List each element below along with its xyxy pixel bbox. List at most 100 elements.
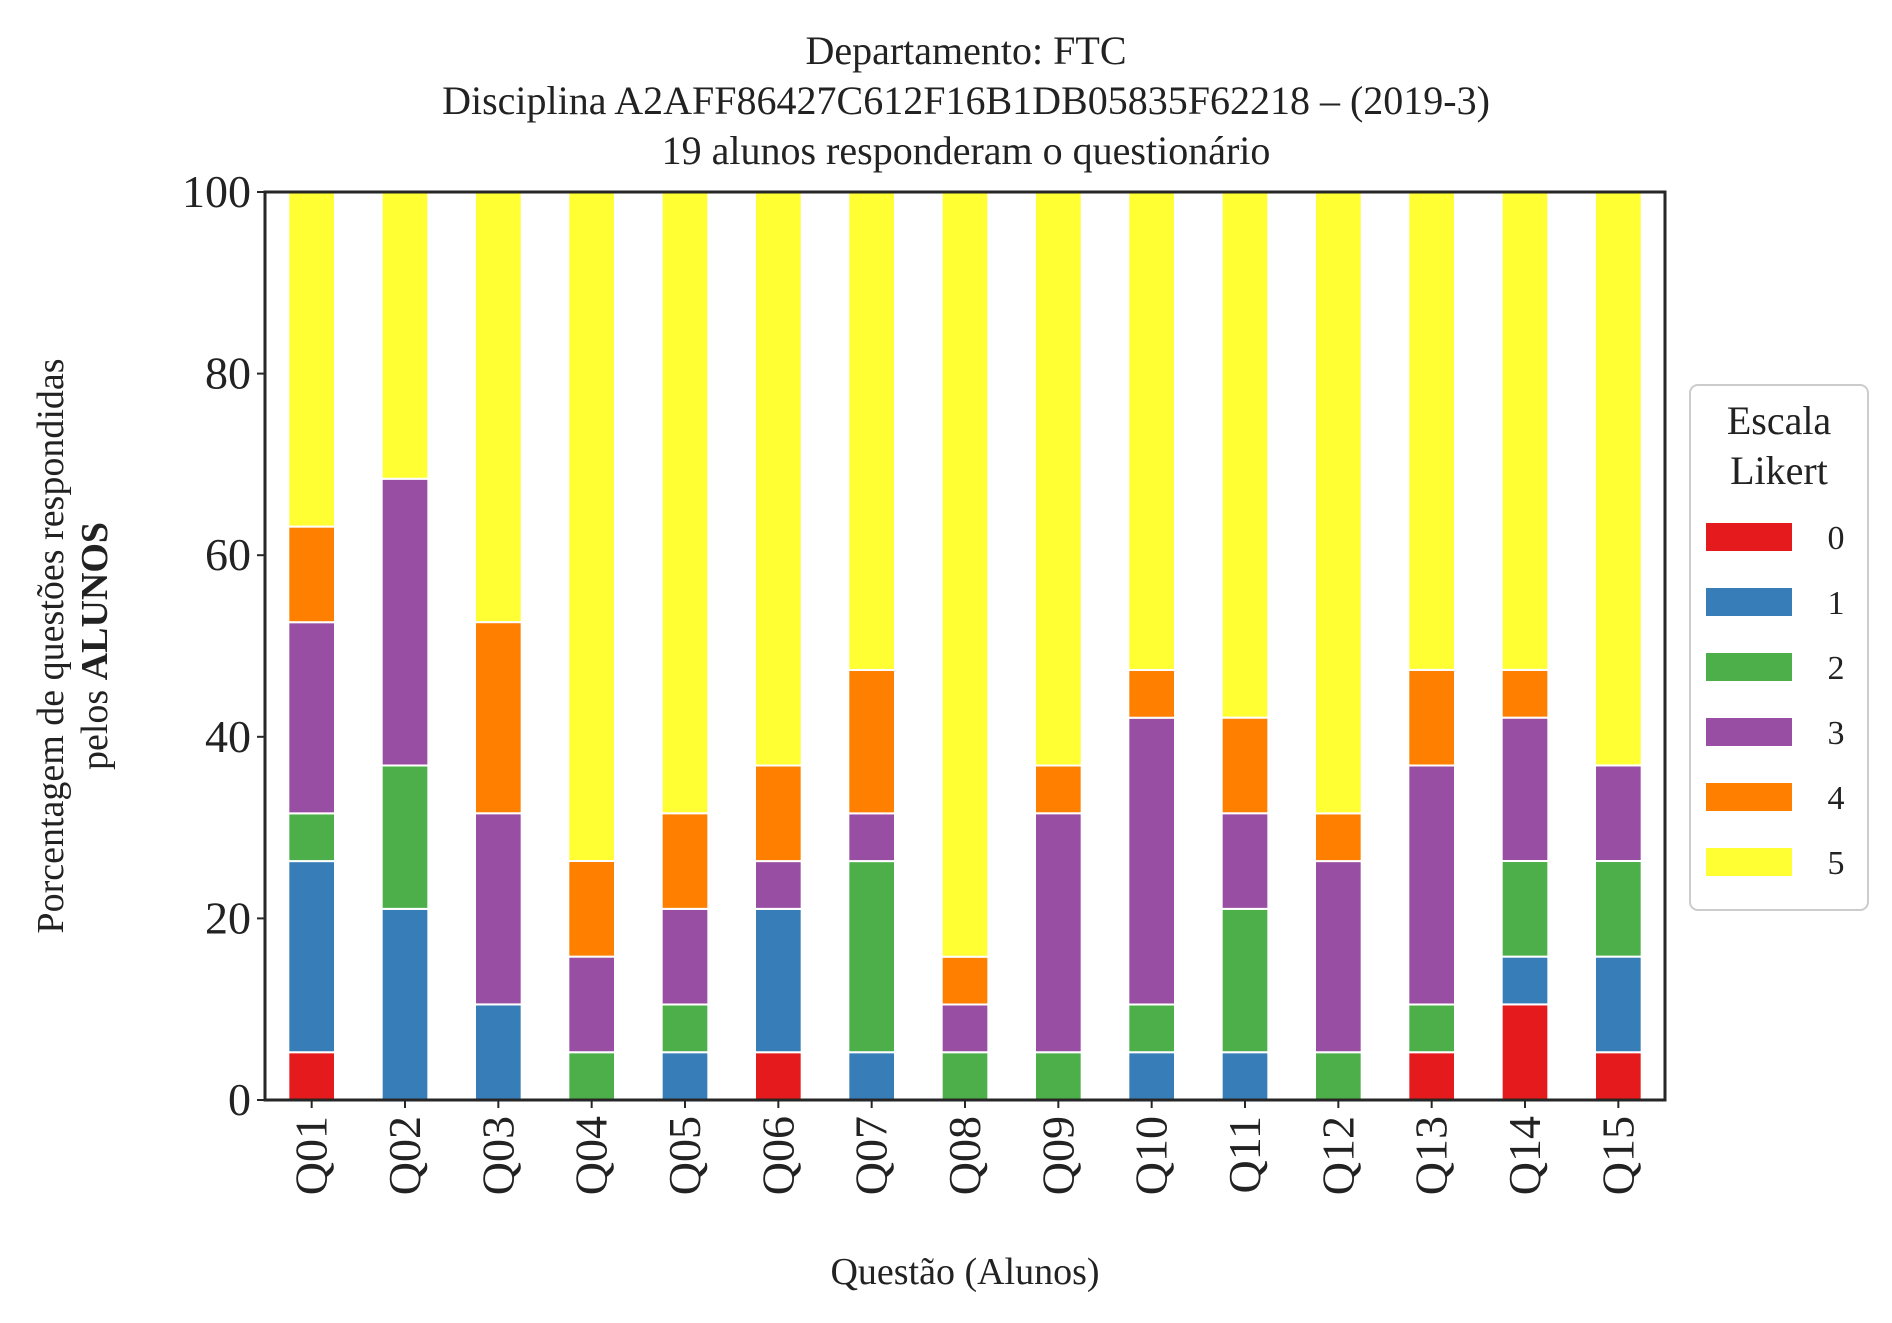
legend-swatch-1 (1706, 588, 1792, 616)
legend-items: 0 1 2 3 4 5 (1706, 520, 1845, 882)
y-tick-label-20: 20 (205, 892, 251, 943)
y-tick-label-60: 60 (205, 529, 251, 580)
legend-label-5: 5 (1828, 845, 1845, 882)
y-axis-label-bold: ALUNOS (74, 522, 116, 680)
bar-segment-q15-likert-3 (1594, 764, 1643, 863)
y-axis-ticks: 0 20 40 60 80 100 (182, 166, 265, 1125)
plot-frame (263, 190, 1667, 1102)
bar-segment-q04-likert-2 (567, 1051, 616, 1102)
bar-segment-q09-likert-3 (1034, 812, 1083, 1054)
x-tick-label-q03: Q03 (472, 1116, 523, 1195)
x-tick-label-q10: Q10 (1126, 1116, 1177, 1195)
bar-segment-q01-likert-3 (287, 621, 337, 815)
bar-segment-q07-likert-1 (847, 1051, 896, 1102)
legend-swatch-4 (1706, 783, 1792, 811)
bars-layer (287, 190, 1643, 1102)
x-tick-label-q11: Q11 (1219, 1116, 1270, 1194)
bar-segment-q15-likert-5 (1594, 190, 1643, 767)
bar-segment-q02-likert-3 (380, 477, 430, 767)
bar-segment-q01-likert-1 (287, 860, 337, 1054)
legend: Escala Likert 0 1 2 3 4 5 (1689, 384, 1869, 911)
legend-swatch-3 (1706, 718, 1792, 746)
bar-segment-q11-likert-4 (1220, 716, 1270, 815)
y-axis-label-line-1: Porcentagem de questões respondidas (30, 358, 72, 933)
x-tick-label-q09: Q09 (1032, 1116, 1083, 1195)
bar-segment-q12-likert-5 (1314, 191, 1363, 815)
y-tick-label-100: 100 (182, 166, 251, 217)
y-tick-label-0: 0 (228, 1074, 251, 1125)
bar-segment-q14-likert-2 (1500, 860, 1550, 958)
x-tick-label-q06: Q06 (752, 1116, 803, 1195)
x-tick-label-q15: Q15 (1592, 1116, 1643, 1195)
bar-segment-q06-likert-0 (754, 1051, 803, 1102)
bar-segment-q10-likert-5 (1127, 191, 1177, 671)
bar-segment-q11-likert-3 (1220, 812, 1270, 910)
bar-segment-q06-likert-4 (754, 764, 803, 863)
bar-segment-q05-likert-5 (660, 191, 710, 815)
bar-segment-q11-likert-2 (1220, 907, 1270, 1054)
bar-segment-q15-likert-1 (1594, 955, 1643, 1054)
legend-swatch-5 (1706, 848, 1792, 876)
bar-segment-q10-likert-1 (1127, 1051, 1177, 1102)
x-tick-label-q01: Q01 (286, 1116, 337, 1195)
x-tick-label-q07: Q07 (846, 1116, 897, 1195)
bar-segment-q09-likert-4 (1034, 764, 1083, 815)
bar-segment-q07-likert-3 (847, 812, 896, 863)
legend-label-0: 0 (1828, 520, 1845, 557)
y-axis-label: Porcentagem de questões respondidas pelo… (30, 358, 116, 933)
bar-segment-q05-likert-2 (660, 1003, 710, 1054)
bar-segment-q14-likert-0 (1500, 1003, 1550, 1101)
y-axis-label-prefix: pelos (74, 680, 116, 770)
legend-label-4: 4 (1828, 780, 1845, 817)
bar-segment-q10-likert-4 (1127, 668, 1177, 719)
x-tick-label-q02: Q02 (379, 1116, 430, 1195)
bar-segment-q11-likert-1 (1220, 1051, 1270, 1102)
bar-segment-q11-likert-5 (1220, 191, 1270, 719)
bar-segment-q08-likert-3 (940, 1003, 990, 1054)
bar-segment-q09-likert-2 (1034, 1051, 1083, 1102)
bar-segment-q13-likert-4 (1407, 668, 1457, 767)
bar-segment-q03-likert-4 (474, 621, 523, 815)
bar-segment-q10-likert-2 (1127, 1003, 1177, 1054)
x-axis-ticks: Q01 Q02 Q03 Q04 Q05 Q06 Q07 Q08 Q09 Q10 Q11 Q12 Q13 Q… (286, 1100, 1643, 1195)
legend-label-3: 3 (1828, 715, 1845, 752)
bar-segment-q14-likert-5 (1500, 191, 1550, 671)
title-line-3: 19 alunos responderam o questionário (662, 128, 1271, 173)
bar-segment-q13-likert-5 (1407, 191, 1457, 671)
legend-label-1: 1 (1828, 585, 1845, 622)
bar-segment-q08-likert-2 (940, 1051, 990, 1102)
x-tick-label-q14: Q14 (1499, 1116, 1550, 1195)
bar-segment-q12-likert-4 (1314, 812, 1363, 863)
bar-segment-q05-likert-4 (660, 812, 710, 910)
bar-segment-q02-likert-2 (380, 764, 430, 910)
bar-segment-q09-likert-5 (1034, 191, 1083, 767)
bar-segment-q04-likert-4 (567, 860, 616, 958)
bar-segment-q07-likert-5 (847, 191, 896, 671)
legend-swatch-0 (1706, 523, 1792, 551)
legend-label-2: 2 (1828, 650, 1845, 687)
x-tick-label-q05: Q05 (659, 1116, 710, 1195)
bar-segment-q03-likert-1 (474, 1003, 523, 1101)
bar-segment-q03-likert-5 (474, 191, 523, 624)
legend-swatch-2 (1706, 653, 1792, 681)
bar-segment-q14-likert-1 (1500, 955, 1550, 1006)
chart-title: Departamento: FTC Disciplina A2AFF86427C… (442, 28, 1490, 173)
bar-segment-q06-likert-5 (754, 191, 803, 767)
bar-segment-q13-likert-2 (1407, 1003, 1457, 1054)
x-axis-label: Questão (Alunos) (830, 1251, 1099, 1293)
bar-segment-q05-likert-1 (660, 1051, 710, 1102)
bar-segment-q02-likert-5 (380, 191, 430, 480)
bar-segment-q10-likert-3 (1127, 716, 1177, 1006)
bar-segment-q03-likert-3 (474, 812, 523, 1006)
bar-segment-q01-likert-0 (287, 1051, 337, 1102)
y-tick-label-80: 80 (205, 348, 251, 399)
bar-segment-q08-likert-4 (940, 955, 990, 1006)
x-tick-label-q04: Q04 (566, 1116, 617, 1195)
y-tick-label-40: 40 (205, 711, 251, 762)
bar-segment-q04-likert-3 (567, 955, 616, 1054)
legend-title-line-2: Likert (1730, 448, 1828, 493)
bar-segment-q01-likert-2 (287, 812, 337, 863)
bar-segment-q01-likert-4 (287, 525, 337, 624)
bar-segment-q02-likert-1 (380, 907, 430, 1102)
legend-frame (1689, 384, 1869, 911)
